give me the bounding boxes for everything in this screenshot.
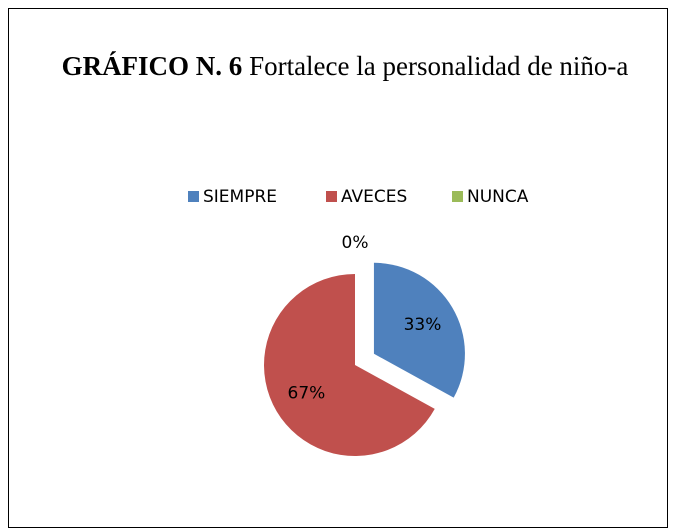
data-label: 67% (288, 384, 326, 404)
page: GRÁFICO N. 6 Fortalece la personalidad d… (8, 8, 668, 528)
data-label: 33% (404, 315, 442, 335)
pie-slice (373, 262, 465, 398)
title-number: GRÁFICO N. 6 (61, 51, 243, 81)
legend-swatch (452, 191, 463, 202)
legend-swatch (188, 191, 199, 202)
chart-title: GRÁFICO N. 6 Fortalece la personalidad d… (50, 48, 640, 85)
legend-label: SIEMPRE (203, 187, 277, 207)
legend-swatch (326, 191, 337, 202)
title-text: Fortalece la personalidad de niño-a (249, 51, 629, 81)
legend-label: NUNCA (467, 187, 529, 207)
pie-slice (264, 274, 435, 456)
legend-label: AVECES (341, 187, 407, 207)
data-label: 0% (342, 233, 369, 253)
chart: SIEMPRE AVECES NUNCA 33% 67% 0% (188, 187, 529, 456)
